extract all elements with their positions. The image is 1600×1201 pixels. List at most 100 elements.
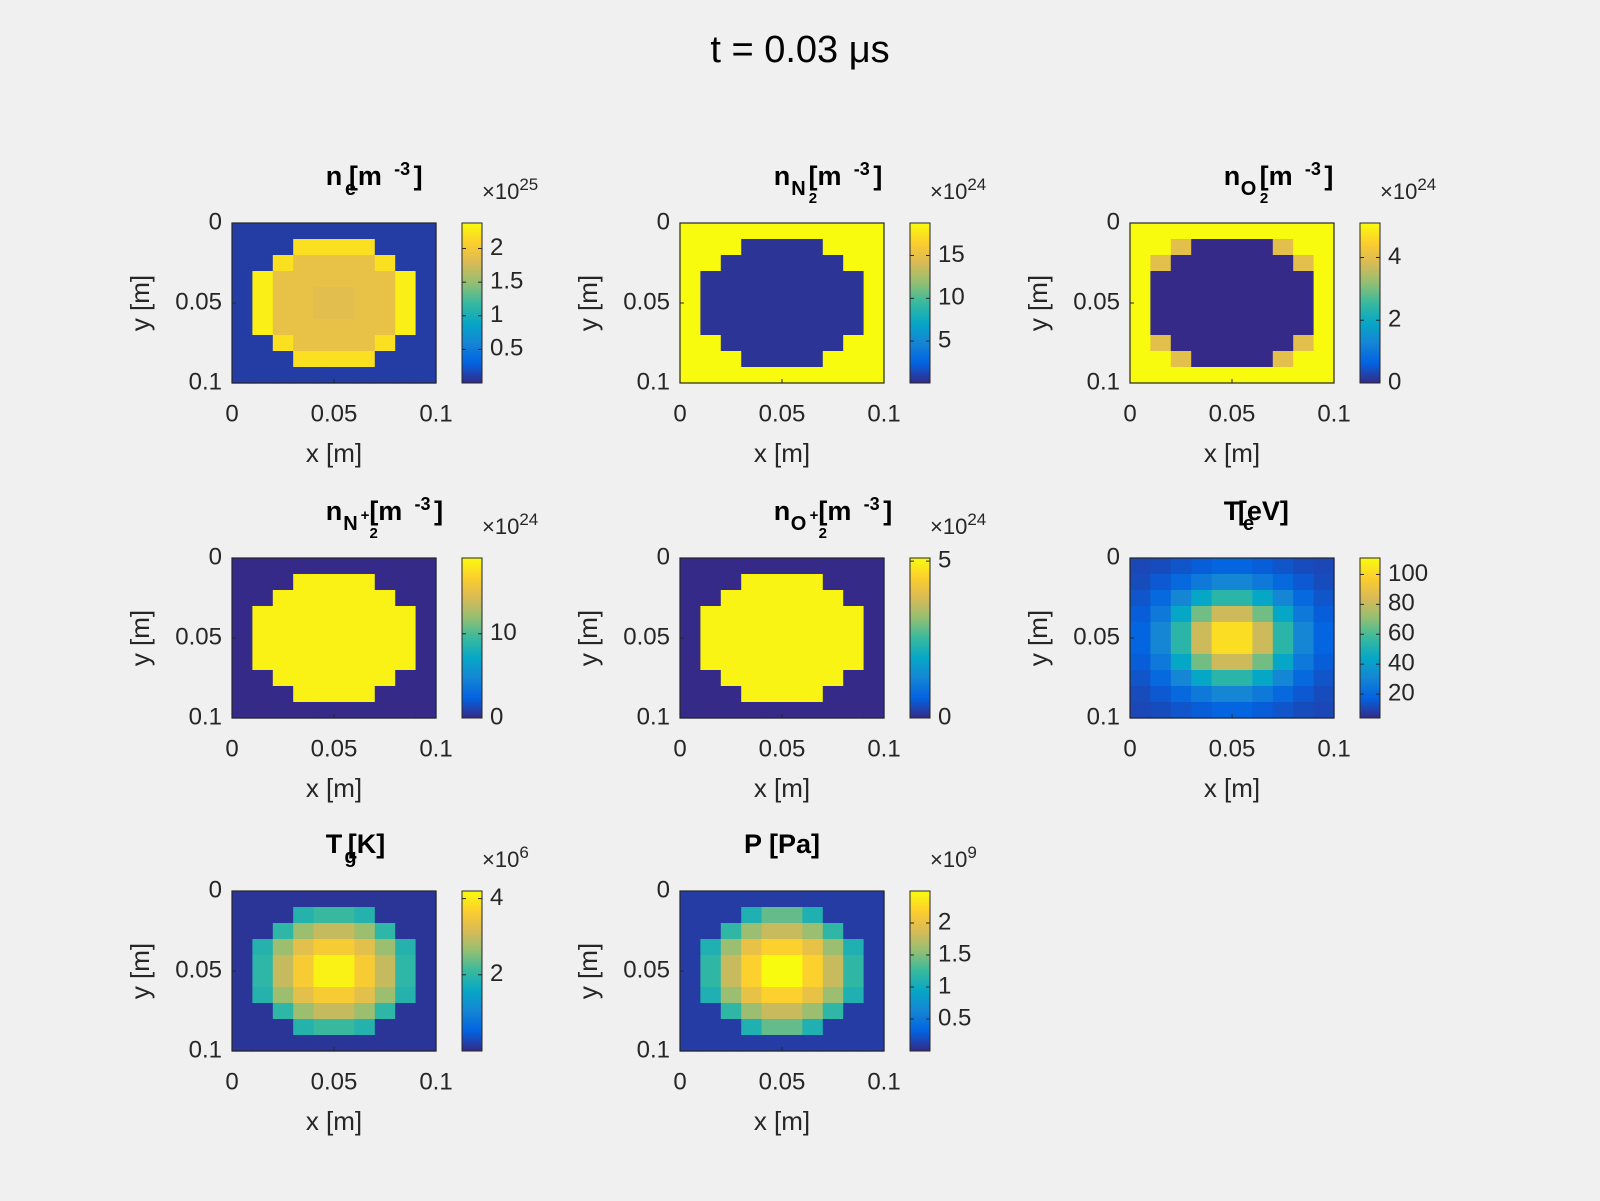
- heatmap-cell: [1211, 223, 1233, 240]
- heatmap-cell: [843, 574, 865, 591]
- heatmap-cell: [232, 223, 253, 240]
- heatmap-cell: [1150, 670, 1172, 687]
- heatmap-cell: [1191, 287, 1213, 304]
- heatmap-cell: [1272, 319, 1294, 336]
- heatmap-cell: [822, 971, 844, 988]
- heatmap-cell: [1252, 287, 1274, 304]
- heatmap-cell: [1313, 223, 1335, 240]
- heatmap-cell: [334, 971, 355, 988]
- heatmap-cell: [822, 1003, 844, 1020]
- heatmap-cell: [802, 923, 824, 940]
- heatmap-cell: [415, 686, 437, 703]
- heatmap-cell: [700, 1019, 722, 1036]
- heatmap-cell: [802, 335, 824, 352]
- heatmap-cell: [1272, 654, 1294, 671]
- heatmap-cell: [822, 351, 844, 368]
- heatmap-cell: [334, 287, 355, 304]
- heatmap-cell: [354, 987, 376, 1004]
- heatmap-cell: [822, 891, 844, 908]
- y-tick-label: 0.05: [1073, 623, 1120, 650]
- heatmap-cell: [415, 638, 437, 655]
- heatmap-cell: [334, 654, 355, 671]
- heatmap-cell: [761, 907, 783, 924]
- heatmap-cell: [272, 303, 294, 320]
- heatmap-cell: [1232, 271, 1253, 288]
- heatmap-cell: [741, 351, 763, 368]
- heatmap-cell: [1191, 255, 1213, 272]
- heatmap-cell: [1272, 638, 1294, 655]
- heatmap-cell: [415, 367, 437, 384]
- y-tick-label: 0.05: [623, 288, 670, 315]
- heatmap-cell: [741, 939, 763, 956]
- heatmap-cell: [415, 971, 437, 988]
- heatmap-cell: [680, 1003, 701, 1020]
- heatmap-cell: [802, 1003, 824, 1020]
- heatmap-cell: [272, 907, 294, 924]
- exponent-power: 24: [1417, 175, 1436, 194]
- heatmap-cell: [802, 287, 824, 304]
- heatmap-cell: [252, 686, 274, 703]
- heatmap-cell: [761, 255, 783, 272]
- heatmap-cell: [293, 891, 315, 908]
- colorbar-tick-label: 10: [490, 619, 517, 646]
- heatmap-cell: [822, 335, 844, 352]
- heatmap-cell: [354, 319, 376, 336]
- heatmap-cell: [843, 622, 865, 639]
- heatmap-cell: [761, 939, 783, 956]
- y-tick-label: 0.05: [623, 623, 670, 650]
- heatmap-cell: [741, 987, 763, 1004]
- x-tick-label: 0.05: [1209, 735, 1256, 762]
- heatmap-cell: [415, 606, 437, 623]
- title-part: -3: [854, 159, 870, 179]
- heatmap-cell: [720, 1003, 742, 1020]
- heatmap-cell: [761, 702, 783, 719]
- heatmap-cell: [334, 1003, 355, 1020]
- heatmap-cell: [680, 319, 701, 336]
- heatmap-cell: [354, 367, 376, 384]
- heatmap-cell: [761, 622, 783, 639]
- heatmap-cell: [1150, 686, 1172, 703]
- heatmap-cell: [313, 670, 335, 687]
- heatmap-cell: [822, 223, 844, 240]
- heatmap-cell: [720, 923, 742, 940]
- heatmap-cell: [802, 686, 824, 703]
- heatmap-cell: [843, 351, 865, 368]
- heatmap-cell: [822, 955, 844, 972]
- panel-title: nN +2 [m -3]: [326, 494, 443, 542]
- heatmap-cell: [761, 891, 783, 908]
- colorbar-tick-label: 1.5: [490, 268, 523, 295]
- heatmap-cell: [741, 1003, 763, 1020]
- heatmap-cell: [415, 622, 437, 639]
- heatmap-cell: [395, 987, 417, 1004]
- heatmap-cell: [232, 335, 253, 352]
- heatmap-cell: [782, 939, 803, 956]
- heatmap-cell: [252, 1019, 274, 1036]
- heatmap-cell: [802, 939, 824, 956]
- heatmap-cell: [741, 891, 763, 908]
- y-tick-label: 0: [209, 543, 222, 570]
- heatmap-cell: [741, 558, 763, 575]
- heatmap-cell: [272, 223, 294, 240]
- heatmap-cell: [1191, 606, 1213, 623]
- x-tick-label: 0: [673, 1068, 686, 1095]
- heatmap-cell: [293, 287, 315, 304]
- heatmap-cell: [1191, 686, 1213, 703]
- heatmap-cell: [761, 558, 783, 575]
- heatmap-cell: [1232, 654, 1253, 671]
- heatmap-cell: [1313, 303, 1335, 320]
- heatmap-cell: [334, 271, 355, 288]
- heatmap-cell: [700, 271, 722, 288]
- heatmap-cell: [252, 702, 274, 719]
- heatmap-cell: [720, 303, 742, 320]
- heatmap-cell: [272, 1035, 294, 1052]
- heatmap-cell: [720, 686, 742, 703]
- heatmap-cell: [293, 367, 315, 384]
- y-tick-label: 0.1: [189, 1036, 222, 1063]
- heatmap-cell: [395, 939, 417, 956]
- heatmap-cell: [1232, 606, 1253, 623]
- heatmap-cell: [782, 271, 803, 288]
- heatmap-cell: [802, 1035, 824, 1052]
- heatmap-cell: [415, 907, 437, 924]
- heatmap-cell: [680, 923, 701, 940]
